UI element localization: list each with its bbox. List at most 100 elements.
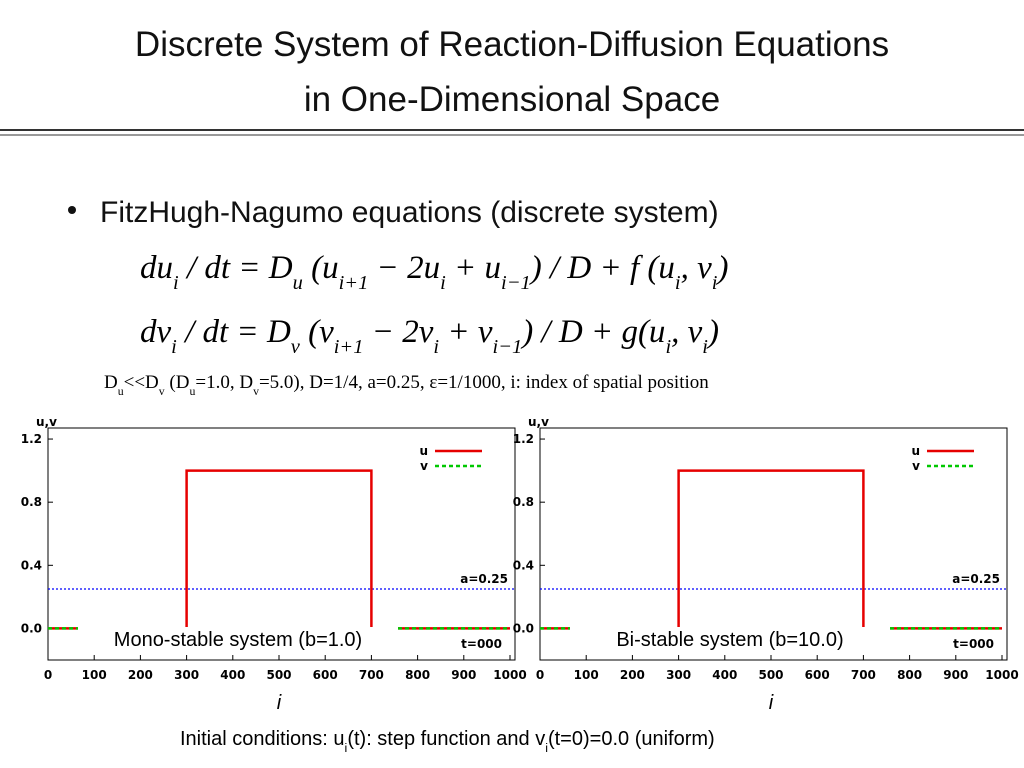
x-tick-label: 0 xyxy=(44,668,52,682)
plot-frame xyxy=(539,427,1008,661)
caption: Mono-stable system (b=1.0) xyxy=(114,629,362,651)
text-segment: (v xyxy=(300,314,334,350)
x-tick-label: 200 xyxy=(620,668,645,682)
subscript: i−1 xyxy=(501,272,531,294)
x-tick-label: 600 xyxy=(805,668,830,682)
subscript: i xyxy=(345,741,348,755)
parameters: Du<<Dv (Du=1.0, Dv=5.0), D=1/4, a=0.25, … xyxy=(104,372,709,398)
text-segment: (D xyxy=(165,372,190,393)
x-tick-label: 300 xyxy=(666,668,691,682)
subscript: v xyxy=(291,336,301,358)
initial-conditions: Initial conditions: ui(t): step function… xyxy=(180,728,715,755)
text-segment: (t=0)=0.0 (uniform) xyxy=(548,728,715,750)
plot-frame xyxy=(47,427,516,661)
subscript: u xyxy=(118,385,124,398)
series-line xyxy=(48,469,510,630)
text-segment: dv xyxy=(140,314,172,350)
subscript: i xyxy=(675,272,681,294)
caption: Bi-stable system (b=10.0) xyxy=(616,629,843,651)
x-tick-label: 500 xyxy=(266,668,291,682)
y-tick-label: 1.2 xyxy=(21,432,42,446)
threshold-label: a=0.25 xyxy=(952,572,1000,586)
x-tick-label: 600 xyxy=(313,668,338,682)
text-segment: (t): step function and v xyxy=(347,728,545,750)
x-tick-label: 200 xyxy=(128,668,153,682)
x-tick-label: 700 xyxy=(359,668,384,682)
text-segment: (u xyxy=(303,250,339,286)
x-tick-label: 400 xyxy=(220,668,245,682)
x-tick-label: 100 xyxy=(82,668,107,682)
y-tick-label: 1.2 xyxy=(513,432,534,446)
text-segment: + v xyxy=(439,314,493,350)
annotation: t=000 xyxy=(461,637,502,651)
y-axis-label: u,v xyxy=(528,415,549,429)
subscript: i xyxy=(171,336,177,358)
subscript: i−1 xyxy=(492,336,522,358)
series-line xyxy=(540,469,1002,630)
x-axis-label: i xyxy=(277,692,282,714)
subscript: i xyxy=(665,336,671,358)
legend-label: v xyxy=(420,459,428,473)
text-segment: du xyxy=(140,250,173,286)
subscript: i+1 xyxy=(339,272,369,294)
subscript: i+1 xyxy=(334,336,364,358)
x-tick-label: 500 xyxy=(758,668,783,682)
annotation: t=000 xyxy=(953,637,994,651)
text-segment: =5.0), D=1/4, a=0.25, ε=1/1000, i: index… xyxy=(259,372,709,393)
subscript: i xyxy=(702,336,708,358)
subscript: i xyxy=(545,741,548,755)
bullet-dot xyxy=(68,206,76,214)
y-tick-label: 0.8 xyxy=(21,495,42,509)
y-tick-label: 0.4 xyxy=(513,558,534,572)
text-segment: , v xyxy=(681,250,713,286)
text-segment: =1.0, D xyxy=(195,372,253,393)
title-line: in One-Dimensional Space xyxy=(304,80,720,119)
y-tick-label: 0.8 xyxy=(513,495,534,509)
x-tick-label: 800 xyxy=(897,668,922,682)
x-tick-label: 300 xyxy=(174,668,199,682)
x-tick-label: 0 xyxy=(536,668,544,682)
legend-label: u xyxy=(911,444,920,458)
subscript: u xyxy=(189,385,195,398)
text-segment: ) xyxy=(715,250,728,286)
text-segment: + u xyxy=(446,250,501,286)
x-tick-label: 400 xyxy=(712,668,737,682)
x-tick-label: 700 xyxy=(851,668,876,682)
subscript: v xyxy=(159,385,165,398)
x-axis-label: i xyxy=(769,692,774,714)
x-tick-label: 100 xyxy=(574,668,599,682)
text-segment: / dt = D xyxy=(177,314,291,350)
equation: dvi / dt = Dv (vi+1 − 2vi + vi−1) / D + … xyxy=(140,314,719,358)
equation: dui / dt = Du (ui+1 − 2ui + ui−1) / D + … xyxy=(140,250,728,294)
y-axis-label: u,v xyxy=(36,415,57,429)
subscript: i xyxy=(712,272,718,294)
y-tick-label: 0.0 xyxy=(21,621,42,635)
chart: 0 100 200 300 400 500 600 700 800 900 1000 0.0 0.4 0.… xyxy=(21,415,527,714)
caption-bg xyxy=(570,627,890,651)
text-segment: − 2u xyxy=(368,250,440,286)
x-tick-label: 900 xyxy=(451,668,476,682)
subscript: u xyxy=(293,272,303,294)
x-tick-label: 1000 xyxy=(985,668,1018,682)
legend-label: v xyxy=(912,459,920,473)
caption-bg xyxy=(78,627,398,651)
text-segment: − 2v xyxy=(363,314,433,350)
subscript: i xyxy=(433,336,439,358)
y-tick-label: 0.4 xyxy=(21,558,42,572)
x-tick-label: 800 xyxy=(405,668,430,682)
text-segment: <<D xyxy=(124,372,159,393)
text-segment: Initial conditions: u xyxy=(180,728,345,750)
bullet-text: FitzHugh-Nagumo equations (discrete syst… xyxy=(100,196,719,229)
legend-label: u xyxy=(419,444,428,458)
subscript: i xyxy=(173,272,179,294)
text-segment: ) / D + f (u xyxy=(529,250,675,286)
title-line: Discrete System of Reaction-Diffusion Eq… xyxy=(135,25,889,64)
subscript: i xyxy=(440,272,446,294)
y-tick-label: 0.0 xyxy=(513,621,534,635)
x-tick-label: 1000 xyxy=(493,668,526,682)
threshold-label: a=0.25 xyxy=(460,572,508,586)
chart: 0 100 200 300 400 500 600 700 800 900 1000 0.0 0.4 0.… xyxy=(513,415,1019,714)
text-segment: / dt = D xyxy=(179,250,293,286)
text-segment: ) / D + g(u xyxy=(520,314,665,350)
